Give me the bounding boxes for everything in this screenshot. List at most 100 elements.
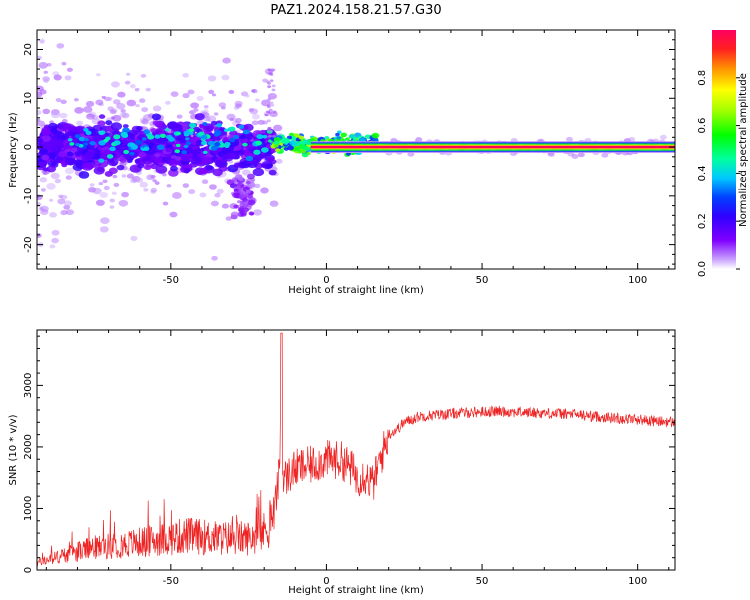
- spectrogram-cell: [64, 167, 75, 175]
- spectrogram-cell: [37, 138, 44, 143]
- spectrogram-cell: [116, 102, 126, 110]
- spectrogram-cell: [183, 144, 189, 149]
- spectrogram-cell: [226, 113, 236, 121]
- spectrogram-cell: [53, 130, 61, 136]
- spectrogram-cell: [249, 212, 255, 216]
- spectrogram-cell: [301, 145, 308, 150]
- spectrogram-cell: [116, 164, 125, 171]
- spectrogram-cell: [270, 103, 275, 107]
- spectrogram-cell: [121, 174, 127, 178]
- spectrogram-cell: [207, 140, 215, 146]
- spectrogram-cell: [243, 208, 248, 212]
- spectrogram-cell: [254, 183, 261, 189]
- spectrogram-cell: [129, 84, 136, 89]
- spectrogram-cell: [267, 68, 272, 72]
- spectrogram-cell: [60, 194, 68, 200]
- spectrogram-cell: [129, 151, 135, 156]
- spectrogram-cell: [206, 115, 217, 123]
- spectrogram-cell: [126, 72, 131, 76]
- spectrogram-cell: [230, 211, 239, 218]
- spectrogram-cell: [67, 138, 73, 142]
- spectrogram-cell: [66, 151, 74, 157]
- spectrogram-cell: [135, 104, 140, 108]
- spectrogram-cell: [203, 109, 209, 114]
- spectrogram-cell: [81, 162, 94, 171]
- spectrogram-cell: [199, 192, 207, 198]
- spectrogram-cell: [268, 70, 273, 74]
- spectrogram-cell: [70, 126, 81, 134]
- spectrogram-cell: [238, 124, 245, 129]
- spectrogram-cell: [212, 168, 223, 177]
- snr-ticks: [37, 330, 675, 571]
- spectrogram-cell: [247, 199, 256, 206]
- spectrogram-cell: [261, 147, 269, 153]
- spectrogram-cell: [225, 216, 232, 221]
- spectrogram-cell: [104, 138, 109, 142]
- spectrogram-cell: [130, 235, 138, 241]
- spectrogram-cell: [40, 128, 52, 137]
- spectrogram-cell: [119, 157, 127, 163]
- spectrogram-y-tick-label: -20: [23, 236, 34, 252]
- spectrogram-cell: [229, 138, 236, 143]
- spectrogram-heat-layer: [37, 38, 675, 261]
- spectrogram-cell: [134, 87, 140, 92]
- spectrogram-cell: [601, 152, 609, 158]
- spectrogram-cell: [239, 135, 246, 140]
- spectrogram-cell: [96, 73, 101, 77]
- spectrogram-cell: [120, 108, 126, 113]
- spectrogram-cell: [242, 129, 250, 135]
- spectrogram-cell: [192, 156, 203, 164]
- colorbar-tick-label: 0.6: [697, 118, 708, 134]
- snr-x-tick-label: 50: [476, 576, 489, 587]
- spectrogram-cell: [240, 199, 249, 206]
- spectrogram-cell: [63, 200, 72, 207]
- spectrogram-cell: [113, 182, 120, 187]
- snr-x-tick-label: 0: [323, 576, 329, 587]
- spectrogram-cell: [117, 91, 126, 98]
- spectrogram-cell: [205, 164, 214, 171]
- spectrogram-cell: [50, 111, 61, 119]
- spectrogram-cell: [415, 137, 423, 143]
- spectrogram-cell: [188, 128, 195, 133]
- spectrogram-cell: [182, 92, 190, 99]
- spectrogram-cell: [233, 188, 239, 192]
- spectrogram-cell: [112, 99, 121, 105]
- spectrogram-cell: [628, 137, 636, 143]
- snr-y-tick-label: 2000: [23, 434, 34, 459]
- spectrogram-cell: [235, 103, 242, 109]
- spectrogram-cell: [266, 105, 271, 109]
- spectrogram-cell: [66, 67, 73, 72]
- spectrogram-cell: [78, 136, 85, 142]
- spectrogram-cell: [221, 203, 229, 209]
- spectrogram-cell: [37, 109, 42, 116]
- spectrogram-cell: [237, 176, 244, 181]
- spectrogram-cell: [101, 95, 106, 99]
- spectrogram-cell: [138, 151, 147, 158]
- spectrogram-cell: [267, 97, 272, 101]
- spectrogram-cell: [85, 100, 95, 107]
- spectrogram-cell: [218, 102, 227, 108]
- spectrogram-cell: [93, 166, 105, 175]
- spectrogram-cell: [62, 123, 72, 130]
- spectrogram-cell: [38, 161, 47, 167]
- spectrogram-cell: [51, 237, 59, 244]
- spectrogram-cell: [274, 141, 280, 145]
- spectrogram-cell: [54, 178, 62, 184]
- spectrogram-cell: [372, 137, 379, 142]
- spectrogram-cell: [223, 128, 229, 133]
- spectrogram-cell: [134, 158, 141, 163]
- spectrogram-cell: [345, 137, 350, 141]
- spectrogram-cell: [50, 172, 60, 180]
- spectrogram-cell: [182, 183, 190, 188]
- spectrogram-cell: [241, 197, 248, 202]
- spectrogram-cell: [264, 113, 269, 117]
- spectrogram-cell: [221, 74, 230, 81]
- spectrogram-cell: [171, 124, 184, 133]
- colorbar: 0.0 0.2 0.4 0.6 0.8 Normalized spectral ampl…: [697, 30, 749, 277]
- spectrogram-cell: [181, 150, 188, 155]
- spectrogram-cell: [53, 74, 62, 81]
- spectrogram-x-tick-label: -50: [163, 275, 179, 286]
- spectrogram-cell: [64, 157, 77, 166]
- spectrogram-cell: [143, 146, 150, 151]
- spectrogram-cell: [111, 81, 120, 88]
